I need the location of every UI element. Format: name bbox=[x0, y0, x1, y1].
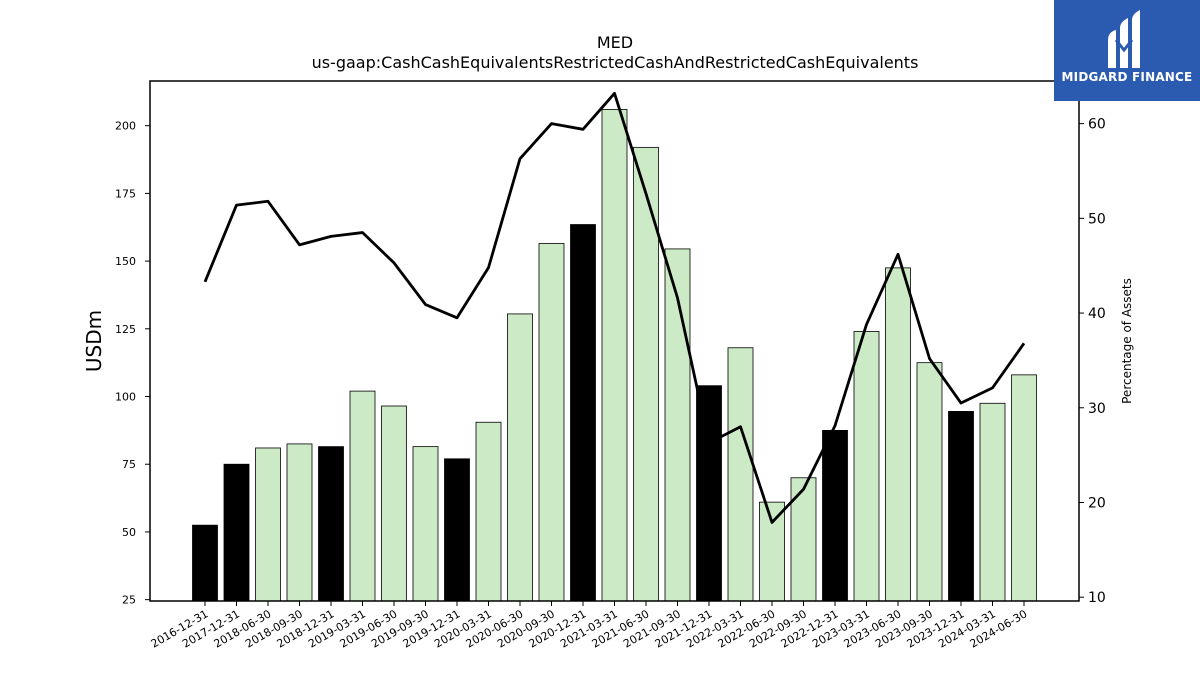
y-axis-left: 25 50 75 100 125 150 175 200 bbox=[115, 120, 150, 607]
logo-mark-icon bbox=[1108, 10, 1140, 68]
x-axis: 2016-12-312017-12-312018-06-302018-09-30… bbox=[149, 601, 1030, 651]
bar bbox=[223, 463, 250, 602]
bar bbox=[916, 362, 943, 602]
y2-tick-label: 60 bbox=[1088, 117, 1106, 133]
y2-tick-label: 30 bbox=[1088, 401, 1106, 417]
y-axis-label-left: USDm bbox=[82, 310, 106, 372]
y-tick-label: 200 bbox=[115, 120, 136, 133]
bar bbox=[885, 267, 911, 602]
bar bbox=[192, 524, 218, 602]
bar bbox=[349, 390, 376, 602]
y-tick-label: 25 bbox=[122, 594, 136, 607]
bar bbox=[318, 446, 344, 602]
bar bbox=[979, 402, 1006, 602]
y-tick-label: 125 bbox=[115, 323, 136, 336]
bar bbox=[759, 501, 785, 602]
bar bbox=[696, 385, 722, 602]
chart-title: MED bbox=[597, 33, 633, 52]
y-tick-label: 75 bbox=[122, 458, 136, 471]
y-tick-label: 100 bbox=[115, 391, 136, 404]
bar bbox=[286, 443, 313, 602]
bar bbox=[601, 109, 628, 602]
bar bbox=[790, 477, 817, 602]
bar bbox=[538, 243, 565, 602]
y2-tick-label: 50 bbox=[1088, 211, 1106, 227]
y-tick-label: 150 bbox=[115, 255, 136, 268]
bar bbox=[727, 347, 754, 602]
y-axis-right: 10 20 30 40 50 60 bbox=[1079, 117, 1106, 606]
bar-series bbox=[192, 109, 1037, 602]
bar bbox=[664, 248, 691, 602]
logo-text: MIDGARD FINANCE bbox=[1061, 70, 1193, 84]
bar bbox=[444, 458, 470, 602]
bar bbox=[822, 429, 848, 602]
bar bbox=[853, 331, 880, 602]
bar bbox=[1011, 374, 1037, 602]
y-axis-label-right: Percentage of Assets bbox=[1120, 278, 1134, 404]
bar bbox=[633, 146, 659, 602]
percentage-line bbox=[203, 91, 1026, 524]
line-series bbox=[203, 91, 1026, 524]
y-tick-label: 50 bbox=[122, 526, 136, 539]
bar bbox=[570, 224, 596, 602]
bar bbox=[255, 447, 281, 602]
bar bbox=[381, 405, 407, 602]
bar bbox=[412, 446, 439, 602]
y-tick-label: 175 bbox=[115, 187, 136, 200]
bar bbox=[948, 411, 974, 602]
bar bbox=[507, 313, 533, 602]
y2-tick-label: 40 bbox=[1088, 306, 1106, 322]
bar bbox=[475, 421, 502, 602]
y2-tick-label: 20 bbox=[1088, 495, 1106, 511]
chart-subtitle: us-gaap:CashCashEquivalentsRestrictedCas… bbox=[312, 53, 919, 72]
brand-logo: MIDGARD FINANCE bbox=[1054, 0, 1200, 101]
y2-tick-label: 10 bbox=[1088, 590, 1106, 606]
